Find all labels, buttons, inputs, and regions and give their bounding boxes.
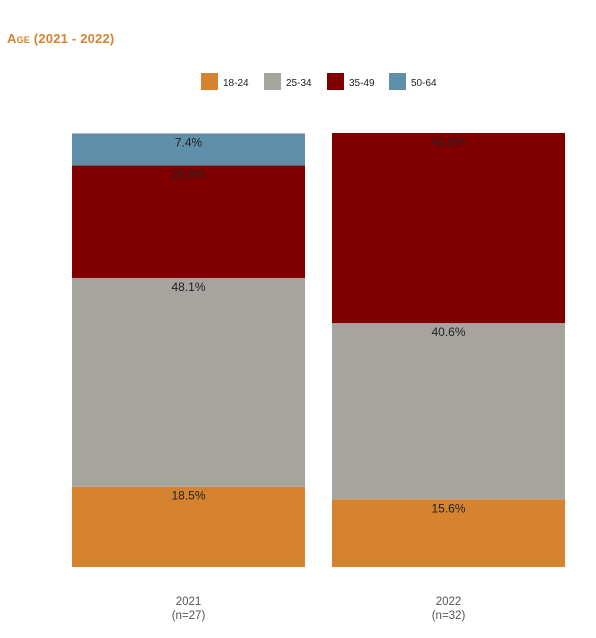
data-label-2022-35-49: 43.8% [431, 135, 465, 149]
bar-segment-2022-35-49 [332, 133, 565, 324]
legend-label-25-34: 25-34 [286, 78, 312, 89]
data-label-2022-18-24: 15.6% [431, 501, 465, 515]
bar-segment-2022-18-24 [332, 499, 565, 567]
legend-label-18-24: 18-24 [223, 78, 249, 89]
bar-segment-2021-35-49 [72, 165, 305, 278]
data-label-2021-35-49: 25.9% [171, 168, 205, 182]
x-tick-label-2022: 2022 [436, 596, 462, 608]
data-label-2021-25-34: 48.1% [171, 280, 205, 294]
data-label-2022-25-34: 40.6% [431, 325, 465, 339]
bar-segment-2021-50-64 [72, 133, 305, 166]
x-tick-sublabel-2022: (n=32) [432, 610, 466, 622]
legend-label-35-49: 35-49 [349, 78, 375, 89]
legend-swatch-25-34 [264, 73, 281, 90]
bar-segment-2021-18-24 [72, 486, 305, 567]
x-tick-sublabel-2021: (n=27) [172, 610, 206, 622]
data-label-2021-50-64: 7.4% [175, 135, 203, 149]
legend-label-50-64: 50-64 [411, 78, 437, 89]
legend-swatch-18-24 [201, 73, 218, 90]
bar-segment-2021-25-34 [72, 277, 305, 487]
chart-title: Age (2021 - 2022) [7, 31, 115, 46]
legend-swatch-35-49 [327, 73, 344, 90]
x-tick-label-2021: 2021 [176, 596, 202, 608]
legend-swatch-50-64 [389, 73, 406, 90]
bar-segment-2022-25-34 [332, 323, 565, 500]
data-label-2021-18-24: 18.5% [171, 489, 205, 503]
